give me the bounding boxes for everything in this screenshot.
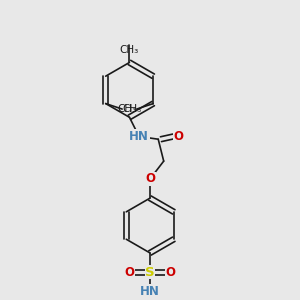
Text: O: O <box>166 266 176 279</box>
Text: O: O <box>124 266 134 279</box>
Text: O: O <box>174 130 184 143</box>
Text: O: O <box>145 172 155 185</box>
Text: CH₃: CH₃ <box>118 104 137 114</box>
Text: S: S <box>145 266 155 279</box>
Text: HN: HN <box>129 130 149 143</box>
Text: CH₃: CH₃ <box>120 45 139 55</box>
Text: HN: HN <box>140 285 160 298</box>
Text: CH₃: CH₃ <box>122 104 141 114</box>
